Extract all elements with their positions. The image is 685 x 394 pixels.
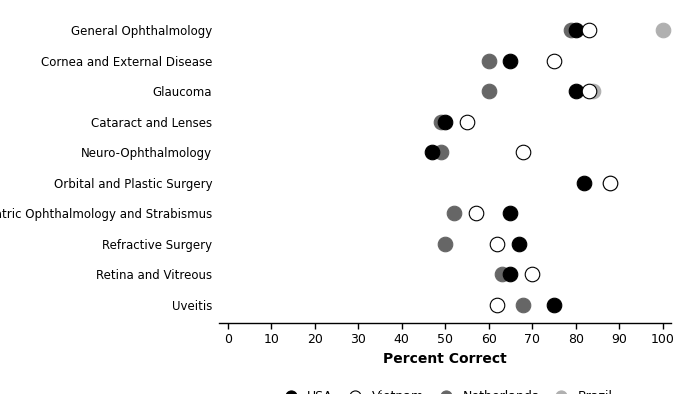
Point [440, 119, 451, 125]
Point [440, 241, 451, 247]
Point [483, 88, 494, 94]
Point [462, 119, 473, 125]
Point [605, 180, 616, 186]
Point [496, 271, 507, 277]
Legend: USA, Vietnam, Netherlands, Brazil: USA, Vietnam, Netherlands, Brazil [273, 385, 617, 394]
Point [566, 27, 577, 33]
Point [505, 210, 516, 216]
Point [505, 58, 516, 64]
Point [514, 241, 525, 247]
Point [583, 27, 594, 33]
Point [449, 210, 460, 216]
X-axis label: Percent Correct: Percent Correct [384, 352, 507, 366]
Point [549, 58, 560, 64]
Point [483, 58, 494, 64]
Point [518, 302, 529, 308]
Point [570, 27, 581, 33]
Point [436, 119, 447, 125]
Point [579, 180, 590, 186]
Point [527, 271, 538, 277]
Point [470, 210, 481, 216]
Point [549, 302, 560, 308]
Point [518, 149, 529, 155]
Point [657, 27, 668, 33]
Point [570, 88, 581, 94]
Point [583, 88, 594, 94]
Point [492, 241, 503, 247]
Point [492, 302, 503, 308]
Point [505, 271, 516, 277]
Point [436, 149, 447, 155]
Point [605, 180, 616, 186]
Point [588, 88, 599, 94]
Point [427, 149, 438, 155]
